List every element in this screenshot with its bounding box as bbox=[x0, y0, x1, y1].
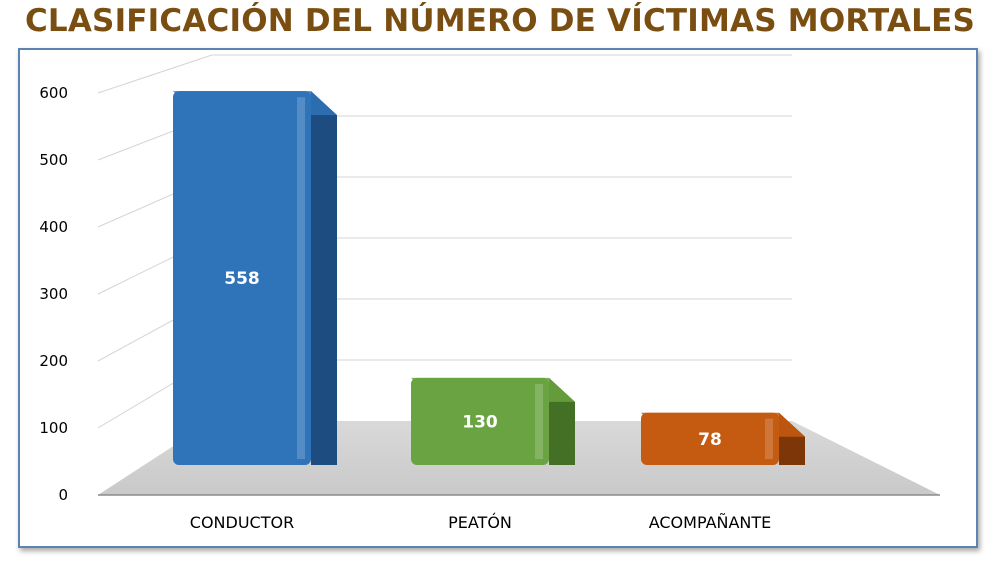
bar-peatón bbox=[411, 377, 575, 465]
chart-title: CLASIFICACIÓN DEL NÚMERO DE VÍCTIMAS MOR… bbox=[24, 3, 976, 39]
data-label: 558 bbox=[224, 269, 260, 289]
bar-front bbox=[641, 412, 779, 465]
data-label: 130 bbox=[462, 412, 498, 432]
bar-highlight bbox=[535, 383, 543, 459]
y-tick-label: 200 bbox=[39, 352, 68, 370]
chart-frame: 0 100 200 300 400 500 600 558 CONDUCTOR 130 PEATÓ… bbox=[18, 48, 978, 548]
bar-front bbox=[173, 91, 311, 465]
bar-front bbox=[411, 377, 549, 465]
y-tick-label: 500 bbox=[39, 151, 68, 169]
y-tick-label: 600 bbox=[39, 84, 68, 102]
bar-highlight bbox=[765, 418, 773, 459]
y-tick-label: 0 bbox=[58, 486, 68, 504]
bar-side bbox=[311, 91, 337, 465]
x-tick-label: ACOMPAÑANTE bbox=[649, 513, 772, 532]
y-tick-label: 400 bbox=[39, 218, 68, 236]
x-tick-label: PEATÓN bbox=[448, 513, 512, 532]
bar-acompañante bbox=[641, 412, 805, 465]
data-label: 78 bbox=[698, 430, 722, 450]
y-tick-label: 100 bbox=[39, 419, 68, 437]
y-tick-label: 300 bbox=[39, 285, 68, 303]
bar-conductor bbox=[173, 91, 337, 465]
bar-chart: 0 100 200 300 400 500 600 558 CONDUCTOR 130 PEATÓ… bbox=[39, 54, 940, 532]
bar-highlight bbox=[297, 97, 305, 459]
gridline-side bbox=[97, 54, 213, 94]
x-tick-label: CONDUCTOR bbox=[190, 513, 294, 532]
